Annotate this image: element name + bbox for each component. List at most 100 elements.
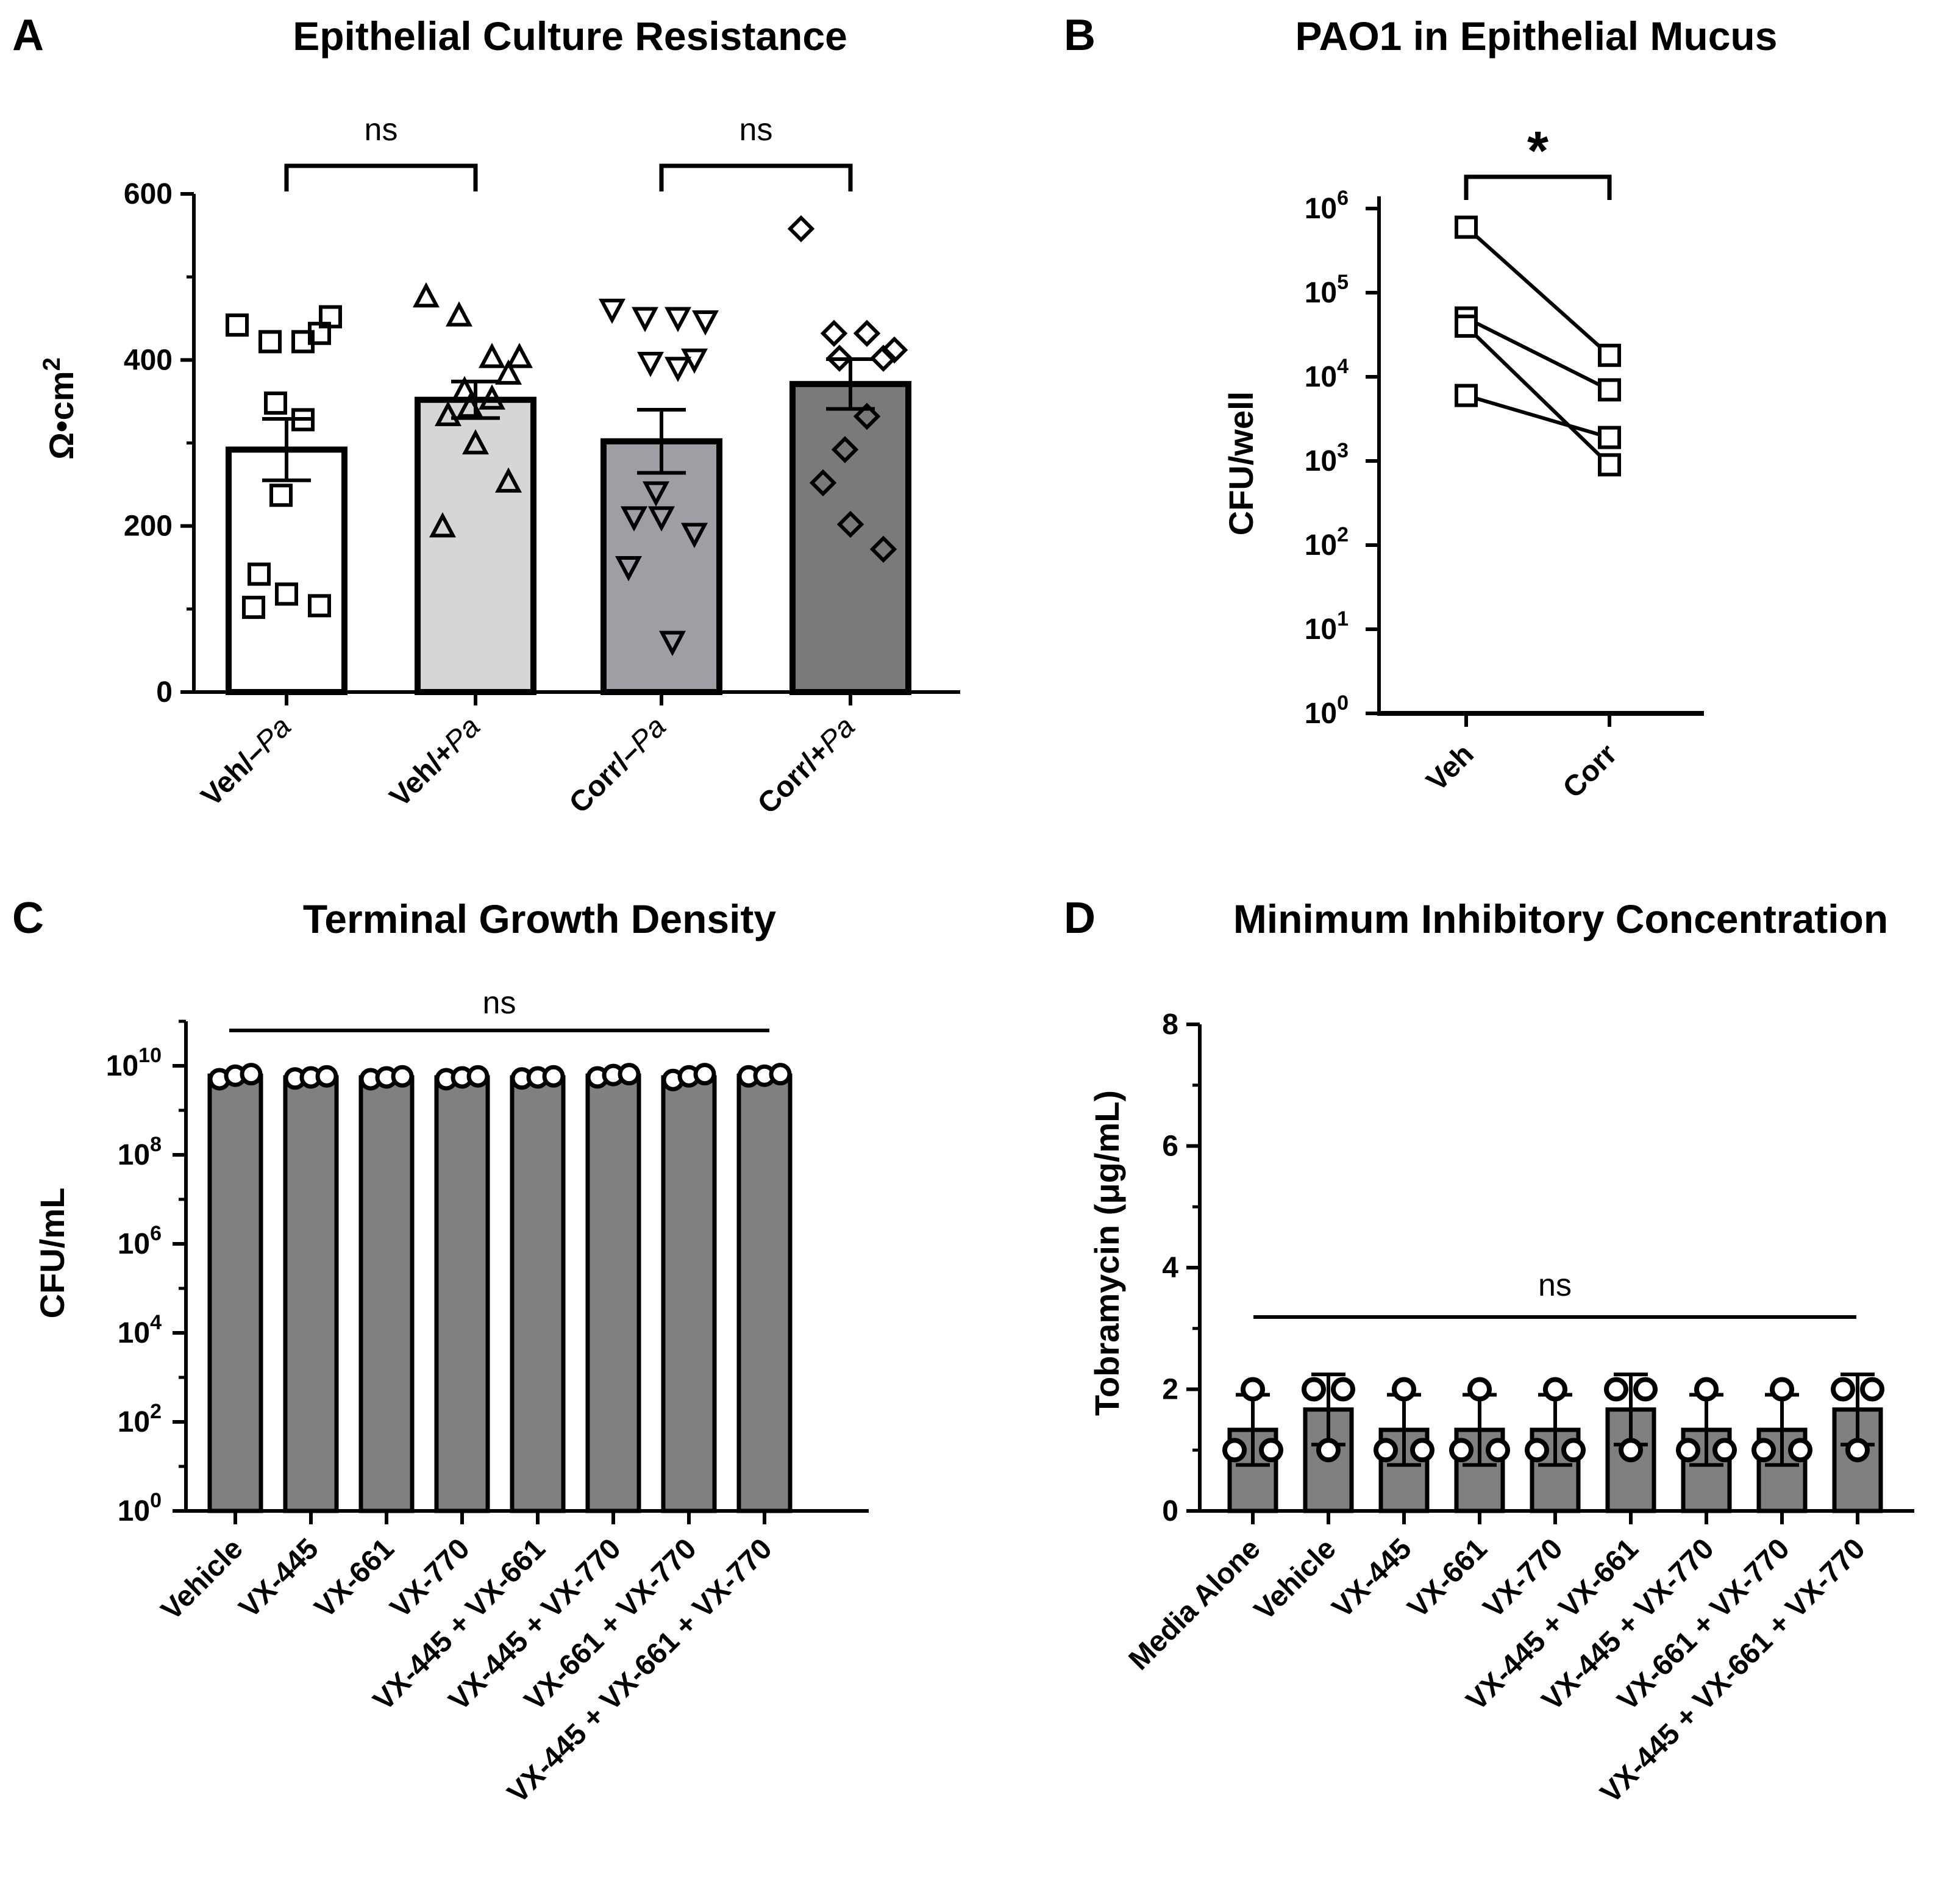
data-point-c — [466, 1065, 490, 1088]
y-tick-label-c-exp: 2 — [150, 1400, 162, 1423]
data-point-a — [615, 556, 642, 582]
data-point-b — [1455, 215, 1478, 239]
bar-c — [736, 1073, 793, 1513]
panel-d: D Minimum Inhibitory Concentration Tobra… — [1064, 894, 1914, 1810]
y-tick-label-b: 101 — [1305, 607, 1349, 646]
y-tick-label-d: 6 — [1162, 1130, 1178, 1163]
y-tick-label-b: 106 — [1305, 187, 1349, 225]
y-tick-label-b-exp: 6 — [1337, 187, 1349, 210]
data-point-b — [1598, 378, 1621, 402]
data-point-c — [693, 1063, 716, 1086]
pair-line-b — [1465, 226, 1611, 357]
pair-line-b — [1465, 316, 1611, 392]
y-tick-label-b: 102 — [1305, 523, 1349, 562]
y-tick-label-b-base: 10 — [1305, 361, 1337, 393]
data-point-a — [637, 352, 664, 377]
chart-title-c: Terminal Growth Density — [303, 896, 777, 941]
data-point-c — [315, 1065, 338, 1088]
data-point-d — [1860, 1377, 1884, 1402]
data-point-d — [1302, 1377, 1326, 1402]
pair-line-b — [1464, 324, 1611, 466]
data-point-a — [643, 481, 669, 507]
bar-c — [434, 1075, 490, 1513]
data-point-a — [506, 343, 533, 368]
data-point-a — [242, 596, 265, 619]
panel-letter-b: B — [1064, 11, 1096, 60]
data-point-a — [495, 467, 522, 493]
y-tick-label-d: 4 — [1162, 1252, 1178, 1284]
x-category-label-d: VX-661 — [1402, 1532, 1494, 1624]
data-point-a — [869, 344, 897, 372]
y-tick-label-b-exp: 2 — [1337, 523, 1349, 546]
significance-label-a: ns — [365, 112, 398, 148]
bar-c — [510, 1075, 566, 1513]
pair-line-b — [1466, 393, 1610, 440]
y-axis-label-b: CFU/well — [1222, 391, 1260, 535]
x-category-label-b: Veh — [1420, 738, 1480, 798]
y-tick-label-c-base: 10 — [106, 1050, 138, 1082]
data-point-d — [1694, 1377, 1719, 1402]
data-point-a — [825, 344, 853, 372]
data-point-a — [648, 506, 675, 532]
data-point-a — [665, 357, 691, 382]
y-axis-label-c: CFU/mL — [33, 1188, 71, 1319]
panel-a: A Epithelial Culture Resistance Ω•cm2 0 2… — [12, 11, 960, 820]
x-category-label-d: VX-445 — [1326, 1532, 1418, 1624]
data-point-d — [1525, 1438, 1549, 1463]
y-tick-label-b: 103 — [1305, 439, 1349, 477]
y-axis-label-a-sup: 2 — [38, 357, 65, 371]
bar-c — [358, 1075, 415, 1513]
data-point-d — [1604, 1377, 1628, 1402]
y-axis-label-d: Tobramycin (μg/mL) — [1088, 1090, 1126, 1416]
data-point-a — [308, 594, 331, 618]
significance-bracket-b — [1464, 174, 1612, 200]
x-category-label-a-part: Corr/– — [563, 736, 647, 819]
x-category-label-a-part: Corr/+ — [752, 736, 836, 820]
data-point-a — [853, 402, 881, 430]
significance-bracket-a — [659, 163, 853, 191]
data-point-d — [1770, 1377, 1794, 1402]
data-point-c — [391, 1065, 414, 1088]
x-category-label-a: Corr/–Pa — [563, 710, 672, 819]
bar-a — [789, 380, 911, 695]
data-point-a — [275, 582, 298, 606]
bar-c — [207, 1073, 263, 1513]
data-point-d — [1831, 1377, 1855, 1402]
data-point-c — [618, 1063, 641, 1086]
y-tick-label-c-exp: 4 — [150, 1311, 162, 1334]
data-point-a — [435, 401, 461, 426]
y-tick-label-b-base: 10 — [1305, 193, 1337, 225]
y-tick-label-d: 8 — [1162, 1008, 1178, 1041]
y-tick-label-c-exp: 0 — [150, 1489, 162, 1512]
data-point-d — [1222, 1438, 1247, 1463]
y-tick-label-d: 0 — [1162, 1495, 1178, 1527]
data-point-a — [692, 310, 719, 336]
y-tick-label-b-base: 10 — [1305, 445, 1337, 477]
data-point-a — [446, 301, 472, 327]
y-tick-label-c-base: 10 — [118, 1495, 150, 1527]
bar-a — [415, 396, 536, 696]
chart-title-b: PAO1 in Epithelial Mucus — [1295, 13, 1778, 59]
y-tick-label-b: 104 — [1305, 355, 1349, 393]
data-point-d — [1374, 1438, 1398, 1463]
data-point-a — [258, 330, 282, 354]
y-tick-label-c-exp: 6 — [150, 1222, 162, 1245]
x-category-label-a: Veh/–Pa — [195, 710, 298, 813]
data-point-d — [1752, 1438, 1776, 1463]
data-point-c — [542, 1065, 565, 1088]
y-tick-label-c: 1010 — [106, 1044, 162, 1082]
y-tick-label-d: 2 — [1162, 1374, 1178, 1406]
data-point-a — [665, 307, 691, 332]
data-point-a — [226, 313, 249, 337]
y-tick-label-a: 0 — [156, 676, 173, 709]
y-tick-label-b: 100 — [1305, 691, 1349, 730]
data-point-a — [659, 630, 686, 656]
data-point-a — [462, 429, 489, 455]
y-tick-label-a: 400 — [124, 344, 173, 376]
y-tick-label-b-exp: 4 — [1337, 355, 1349, 378]
data-point-d — [1712, 1438, 1737, 1463]
data-point-c — [769, 1063, 792, 1086]
significance-label-c: ns — [483, 985, 516, 1021]
y-axis-label-a: Ω•cm2 — [38, 357, 80, 460]
